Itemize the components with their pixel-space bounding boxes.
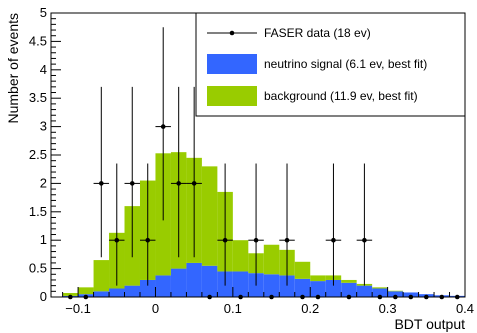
background-bar [341, 279, 357, 283]
data-point [145, 237, 151, 243]
background-bar [372, 287, 388, 289]
background-bar [294, 261, 311, 279]
background-bar [263, 244, 280, 275]
background-bar [201, 166, 218, 266]
background-bar [93, 260, 110, 292]
data-point [98, 181, 104, 186]
x-tick-label: 0.4 [456, 301, 474, 316]
x-tick-label: 0.2 [301, 301, 319, 316]
data-point [253, 237, 259, 243]
y-tick-label: 1 [40, 232, 47, 247]
legend-label: neutrino signal (6.1 ev, best fit) [264, 57, 427, 71]
y-tick-label: 2 [40, 175, 47, 190]
background-bar [387, 290, 404, 292]
data-points [62, 27, 465, 300]
background-bar [232, 240, 249, 272]
legend: FASER data (18 ev) neutrino signal (6.1 e… [195, 12, 466, 117]
y-tick-label: 0.5 [29, 261, 47, 276]
y-tick-label: 4.5 [29, 33, 47, 48]
y-axis-ticks: 0 0.5 1 1.5 2 2.5 3 3.5 4 4.5 5 [29, 5, 61, 304]
signal-bar [170, 268, 187, 297]
signal-bar [263, 274, 280, 297]
signal-bar [232, 271, 249, 297]
legend-swatch [207, 54, 257, 74]
x-tick-label: 0 [152, 301, 159, 316]
data-point [284, 237, 290, 243]
background-bar [62, 293, 79, 296]
y-tick-label: 3.5 [29, 90, 47, 105]
x-tick-label: 0.3 [379, 301, 397, 316]
signal-bar [186, 262, 202, 297]
signal-bar [279, 275, 295, 297]
data-point [191, 181, 197, 186]
y-tick-label: 0 [40, 289, 47, 304]
signal-bar [139, 279, 156, 297]
legend-swatch [207, 86, 257, 106]
y-tick-label: 5 [40, 5, 47, 20]
signal-bar [294, 278, 311, 297]
signal-bar [387, 291, 404, 297]
signal-bar [372, 288, 388, 297]
data-point [331, 237, 336, 243]
signal-bar [325, 279, 342, 297]
data-point [129, 181, 135, 186]
x-tick-label: −0.1 [65, 301, 91, 316]
data-point [160, 124, 166, 129]
data-point [114, 237, 120, 243]
signal-bar [124, 285, 140, 297]
signal-bar [310, 281, 326, 297]
y-tick-label: 3 [40, 119, 47, 134]
y-tick-label: 2.5 [29, 147, 47, 162]
data-point [222, 237, 228, 243]
signal-bar [109, 288, 125, 297]
legend-label: FASER data (18 ev) [264, 26, 371, 40]
x-tick-label: 0.1 [224, 301, 242, 316]
signal-bar [201, 265, 218, 297]
legend-label: background (11.9 ev, best fit) [264, 89, 418, 103]
data-point [176, 181, 181, 186]
signal-bar [356, 285, 373, 297]
data-point [362, 237, 367, 243]
x-axis-title: BDT output [394, 316, 465, 332]
legend-marker-dot [229, 30, 235, 36]
signal-bar [155, 275, 171, 297]
y-tick-label: 4 [40, 62, 47, 77]
y-axis-title: Number of events [5, 13, 21, 124]
signal-bar [341, 282, 357, 297]
x-axis-ticks: −0.1 0 0.1 0.2 0.3 0.4 [62, 287, 474, 316]
signal-bar [93, 291, 110, 297]
background-bar [310, 275, 326, 282]
background-bar [78, 287, 94, 295]
y-tick-label: 1.5 [29, 204, 47, 219]
